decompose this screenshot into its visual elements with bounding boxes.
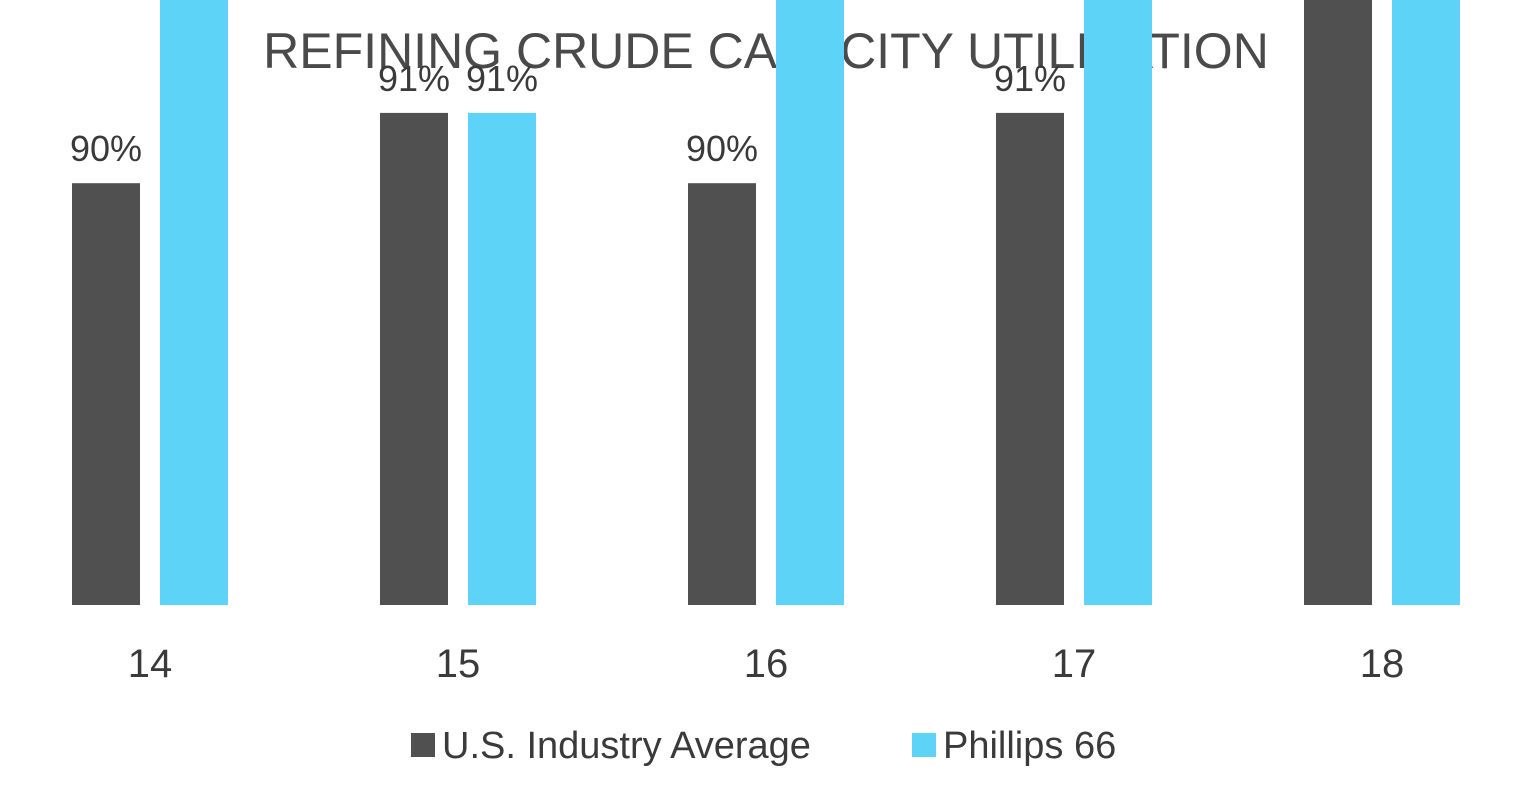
bar-us-industry-average-14: [72, 183, 140, 605]
bar-phillips-66-16: [776, 0, 844, 605]
legend-label-us-industry-average: U.S. Industry Average: [442, 725, 811, 767]
x-tick-label-15: 15: [436, 642, 481, 686]
legend-label-phillips-66: Phillips 66: [943, 725, 1116, 767]
legend: U.S. Industry Average Phillips 66: [411, 725, 1116, 767]
x-tick-label-17: 17: [1052, 642, 1097, 686]
bar-phillips-66-15: [468, 112, 536, 606]
x-tick-label-18: 18: [1360, 642, 1405, 686]
legend-swatch-phillips-66: [912, 733, 936, 757]
x-tick-label-16: 16: [744, 642, 789, 686]
bar-us-industry-average-17: [996, 112, 1064, 606]
data-label-us-industry-average-15: 91%: [378, 58, 450, 99]
legend-swatch-us-industry-average: [411, 733, 435, 757]
data-label-us-industry-average-14: 90%: [70, 128, 142, 169]
data-label-us-industry-average-16: 90%: [686, 128, 758, 169]
x-axis-ticks: 14 15 16 17 18: [128, 642, 1405, 686]
bars-layer: [72, 0, 1460, 606]
bar-us-industry-average-18: [1304, 0, 1372, 606]
bar-us-industry-average-15: [380, 112, 448, 606]
data-label-phillips-66-15: 91%: [466, 58, 538, 99]
data-label-us-industry-average-17: 91%: [994, 58, 1066, 99]
data-labels-layer: 90%94%91%91%90%96%91%95%93%95%: [70, 58, 1066, 169]
bar-phillips-66-14: [160, 0, 228, 605]
bar-us-industry-average-16: [688, 183, 756, 605]
bar-phillips-66-17: [1084, 0, 1152, 605]
bar-phillips-66-18: [1392, 0, 1460, 605]
x-tick-label-14: 14: [128, 642, 173, 686]
